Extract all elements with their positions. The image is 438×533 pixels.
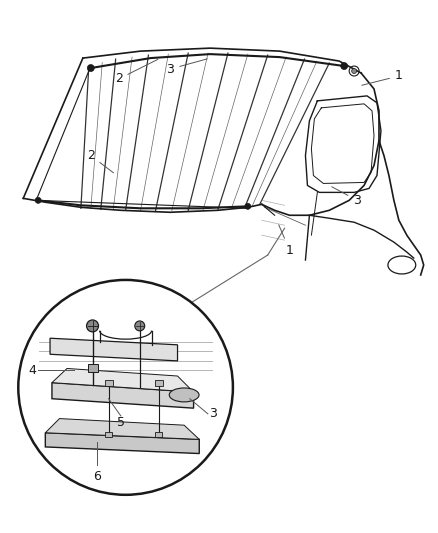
Text: 1: 1 <box>279 225 293 256</box>
Circle shape <box>87 64 94 71</box>
Polygon shape <box>45 418 199 439</box>
Circle shape <box>35 197 41 203</box>
Polygon shape <box>50 338 177 361</box>
Text: 5: 5 <box>117 416 125 429</box>
Bar <box>155 379 162 385</box>
Bar <box>155 432 162 437</box>
Ellipse shape <box>169 388 199 402</box>
Polygon shape <box>52 383 194 408</box>
Text: 3: 3 <box>209 407 217 421</box>
Polygon shape <box>52 368 194 392</box>
Text: 3: 3 <box>332 187 361 207</box>
Bar <box>105 432 112 437</box>
Text: 4: 4 <box>29 364 37 377</box>
Circle shape <box>245 203 251 209</box>
Text: 2: 2 <box>87 149 113 173</box>
Text: 6: 6 <box>93 470 101 483</box>
Circle shape <box>341 62 348 69</box>
FancyBboxPatch shape <box>88 365 98 373</box>
Polygon shape <box>45 433 199 454</box>
Circle shape <box>135 321 145 331</box>
Text: 2: 2 <box>115 59 158 85</box>
Bar <box>105 379 113 385</box>
Circle shape <box>87 320 99 332</box>
Text: 3: 3 <box>166 59 207 76</box>
Text: 1: 1 <box>362 69 403 85</box>
Circle shape <box>352 69 357 74</box>
Circle shape <box>18 280 233 495</box>
